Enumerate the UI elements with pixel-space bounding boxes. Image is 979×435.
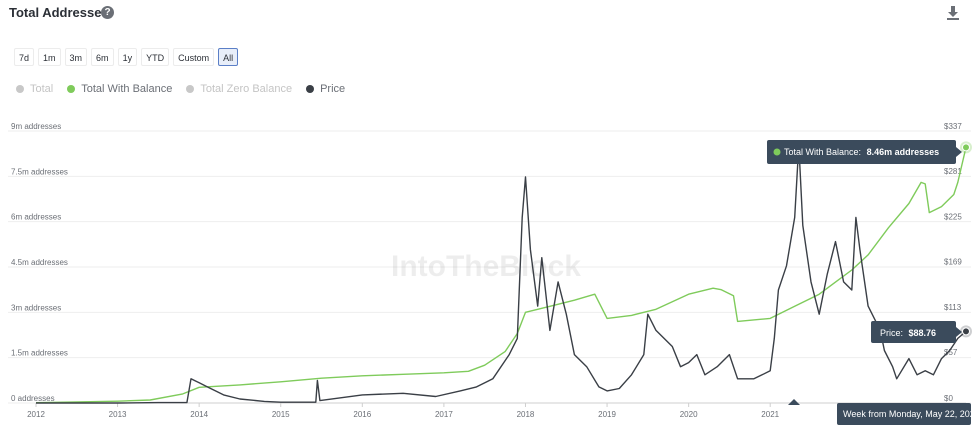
range-button-ytd[interactable]: YTD	[141, 48, 170, 66]
tooltip-balance-value: 8.46m addresses	[867, 147, 940, 157]
x-tick-label: 2021	[761, 410, 779, 419]
tooltip-price-value: $88.76	[909, 328, 937, 338]
series-lines	[35, 143, 967, 404]
chart-title: Total Addresses	[9, 5, 109, 20]
y-left-tick-label: 3m addresses	[11, 303, 61, 312]
range-button-all[interactable]: All	[218, 48, 239, 66]
hover-markers	[960, 141, 972, 338]
svg-text:Price: $88.76: Price: $88.76	[880, 328, 936, 338]
x-tick-label: 2014	[190, 410, 208, 419]
tooltip-price-label: Price:	[880, 328, 903, 338]
y-left-tick-label: 1.5m addresses	[11, 349, 68, 358]
y-right-tick-label: $169	[944, 258, 962, 267]
range-button-6m[interactable]: 6m	[91, 48, 114, 66]
series-line-price	[36, 143, 967, 404]
legend-marker	[186, 85, 195, 93]
y-right-tick-label: $113	[944, 303, 962, 312]
legend-marker	[306, 85, 315, 93]
x-tick-label: 2016	[353, 410, 371, 419]
time-range-selector: 7d 1m 3m 6m 1y YTD Custom All	[14, 48, 239, 66]
x-axis: 2012 2013 2014 2015 2016 2017 2018 2019 2020 2021…	[27, 402, 966, 419]
legend-marker	[16, 85, 24, 93]
legend-label: Total Zero Balance	[200, 83, 293, 95]
x-tick-label: 2015	[272, 410, 290, 419]
x-tick-label: 2018	[517, 410, 535, 419]
tooltip-price: Price: $88.76	[871, 321, 962, 343]
range-button-1m[interactable]: 1m	[38, 48, 61, 66]
y-left-tick-label: 9m addresses	[11, 122, 61, 131]
x-tick-label: 2017	[435, 410, 453, 419]
y-right-tick-label: $0	[944, 394, 953, 403]
marker-point-total-with-balance	[962, 143, 970, 152]
x-tick-label: 2013	[109, 410, 127, 419]
y-left-tick-label: 7.5m addresses	[11, 167, 68, 176]
legend-label: Price	[320, 83, 346, 95]
x-tick-label: 2012	[27, 410, 45, 419]
tooltip-balance: Total With Balance: 8.46m addresses	[767, 140, 962, 164]
download-icon[interactable]	[944, 4, 962, 22]
legend-label: Total With Balance	[81, 83, 173, 95]
tooltip-date: Week from Monday, May 22, 2023	[788, 399, 979, 425]
chart-legend: Total Total With Balance Total Zero Balanc…	[16, 83, 345, 95]
tooltip-date-text: Week from Monday, May 22, 2023	[843, 409, 979, 419]
right-y-axis: $0 $57 $113 $169 $225 $281 $337	[944, 122, 962, 403]
y-left-tick-label: 0 addresses	[11, 394, 55, 403]
legend-item-total-zero-balance[interactable]: Total Zero Balance	[186, 83, 292, 95]
range-button-custom[interactable]: Custom	[173, 48, 215, 66]
help-icon[interactable]: ?	[101, 6, 114, 19]
legend-marker	[67, 85, 76, 93]
x-tick-label: 2019	[598, 410, 616, 419]
x-tick-label: 2020	[680, 410, 698, 419]
svg-text:Total With Balance: 8.46: Total With Balance: 8.46m addresses	[784, 147, 939, 157]
legend-label: Total	[30, 83, 54, 95]
range-button-7d[interactable]: 7d	[14, 48, 35, 66]
marker-point-price	[962, 327, 970, 336]
chart-header: Total Addresses ?	[0, 0, 979, 30]
left-y-axis: 0 addresses 1.5m addresses 3m addresses 4.5…	[11, 122, 68, 403]
legend-item-total[interactable]: Total	[16, 83, 53, 95]
tooltip-balance-dot	[773, 148, 781, 156]
y-right-tick-label: $225	[944, 212, 962, 221]
legend-item-price[interactable]: Price	[306, 83, 345, 95]
range-button-3m[interactable]: 3m	[64, 48, 88, 66]
y-right-tick-label: $281	[944, 167, 962, 176]
watermark: IntoTheBlock	[391, 250, 581, 283]
legend-item-total-with-balance[interactable]: Total With Balance	[67, 83, 172, 95]
series-line-total-with-balance	[35, 147, 967, 404]
y-right-tick-label: $337	[944, 122, 962, 131]
range-button-1y[interactable]: 1y	[117, 48, 138, 66]
y-left-tick-label: 6m addresses	[11, 213, 61, 222]
y-right-tick-label: $57	[944, 348, 958, 357]
tooltip-balance-label: Total With Balance:	[784, 147, 861, 157]
y-left-tick-label: 4.5m addresses	[11, 258, 68, 267]
